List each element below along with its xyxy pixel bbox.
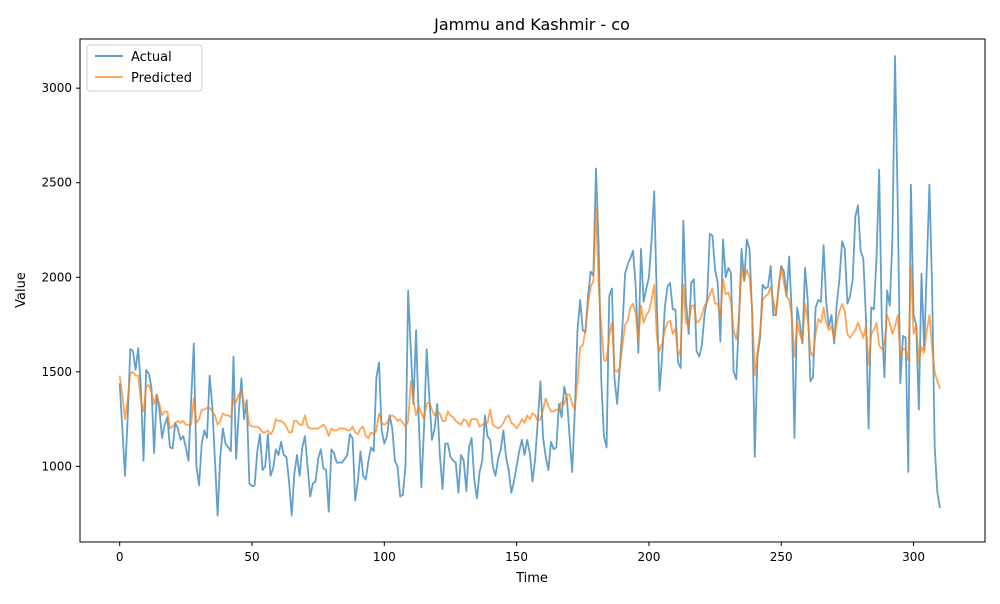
y-tick-label: 2500 bbox=[41, 176, 72, 190]
x-tick-label: 200 bbox=[637, 550, 660, 564]
series-line-predicted bbox=[118, 206, 941, 439]
x-tick-label: 150 bbox=[505, 550, 528, 564]
chart-title: Jammu and Kashmir - co bbox=[433, 15, 630, 34]
x-axis-ticks: 0 50 100 150 200 250 300 bbox=[116, 542, 925, 564]
x-tick-label: 0 bbox=[116, 550, 124, 564]
x-axis-label: Time bbox=[515, 571, 548, 586]
legend-label-predicted: Predicted bbox=[131, 71, 192, 86]
x-tick-label: 300 bbox=[902, 550, 925, 564]
legend: Actual Predicted bbox=[86, 44, 203, 92]
y-tick-label: 1000 bbox=[41, 459, 72, 473]
y-tick-label: 1500 bbox=[41, 365, 72, 379]
y-tick-label: 3000 bbox=[41, 81, 72, 95]
legend-label-actual: Actual bbox=[131, 50, 172, 65]
x-tick-label: 250 bbox=[770, 550, 793, 564]
y-axis-label: Value bbox=[14, 272, 29, 308]
y-axis-ticks: 1000 1500 2000 2500 3000 bbox=[41, 81, 80, 473]
series-layer bbox=[118, 55, 941, 517]
x-tick-label: 50 bbox=[244, 550, 259, 564]
y-tick-label: 2000 bbox=[41, 270, 72, 284]
plot-area-frame bbox=[79, 38, 986, 543]
x-tick-label: 100 bbox=[373, 550, 396, 564]
